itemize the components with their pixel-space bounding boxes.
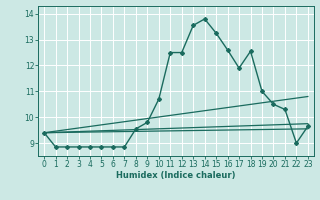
X-axis label: Humidex (Indice chaleur): Humidex (Indice chaleur)	[116, 171, 236, 180]
